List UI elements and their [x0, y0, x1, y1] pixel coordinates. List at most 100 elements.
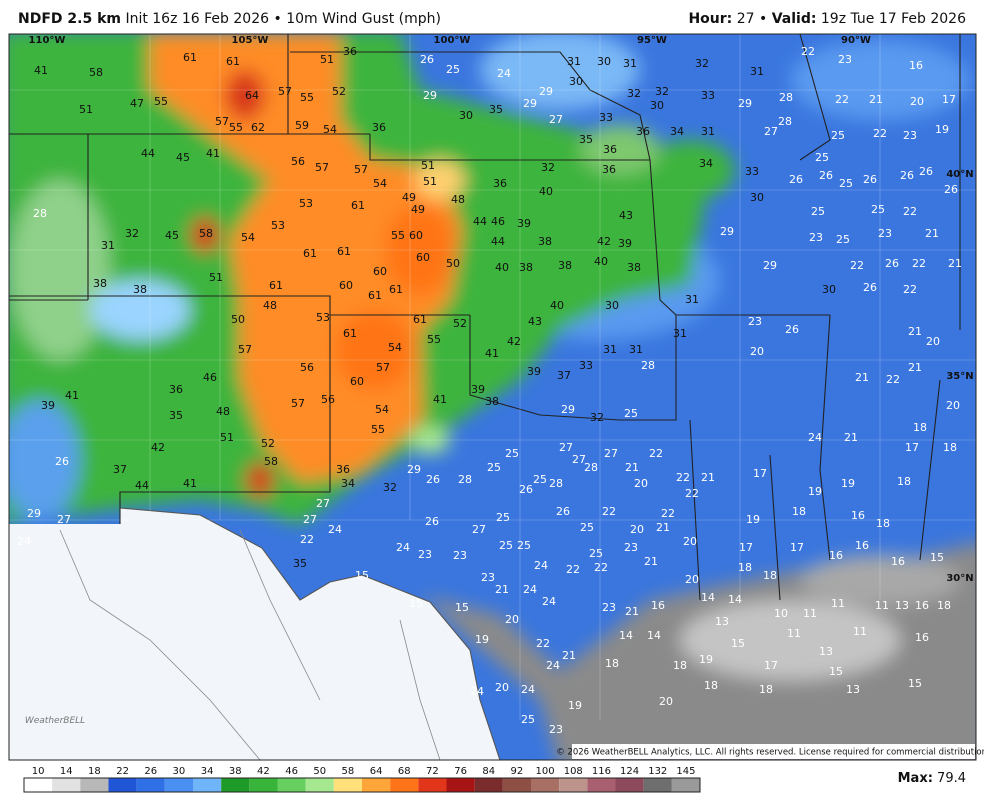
longitude-label: 95°W — [637, 35, 667, 46]
gust-value: 55 — [154, 95, 168, 108]
gust-value: 16 — [891, 555, 905, 568]
latitude-label: 40°N — [946, 169, 973, 180]
gust-value: 38 — [133, 283, 147, 296]
gust-value: 60 — [339, 279, 353, 292]
gust-value: 20 — [630, 523, 644, 536]
init: Init 16z 16 Feb 2026 — [125, 11, 270, 27]
gust-value: 56 — [291, 155, 305, 168]
colorbar-label: 100 — [536, 766, 555, 777]
gust-value: 55 — [427, 333, 441, 346]
gust-value: 24 — [523, 583, 537, 596]
gust-value: 25 — [517, 539, 531, 552]
gust-value: 33 — [579, 359, 593, 372]
gust-value: 60 — [373, 265, 387, 278]
gust-value: 57 — [278, 85, 292, 98]
hour: 27 — [736, 11, 755, 27]
colorbar: 10 14 18 22 26 30 34 38 42 46 50 58 64 68 72 76 84 92 100 1… — [23, 766, 701, 793]
gust-value: 34 — [341, 477, 355, 490]
gust-value: 32 — [383, 481, 397, 494]
gust-value: 52 — [453, 317, 467, 330]
gust-value: 38 — [538, 235, 552, 248]
gust-value: 31 — [701, 125, 715, 138]
gust-value: 29 — [720, 225, 734, 238]
colorbar-segment — [615, 778, 644, 792]
gust-value: 42 — [151, 441, 165, 454]
gust-value: 50 — [231, 313, 245, 326]
gust-value: 24 — [396, 541, 410, 554]
gust-value: 11 — [831, 597, 845, 610]
gust-value: 32 — [627, 87, 641, 100]
gust-value: 41 — [65, 389, 79, 402]
gust-value: 23 — [418, 548, 432, 561]
gust-value: 55 — [391, 229, 405, 242]
gust-value: 11 — [875, 599, 889, 612]
gust-value: 31 — [101, 239, 115, 252]
gust-value: 25 — [815, 151, 829, 164]
gust-value: 18 — [897, 475, 911, 488]
colorbar-label: 30 — [173, 766, 186, 777]
gust-value: 40 — [550, 299, 564, 312]
colorbar-frame — [23, 777, 701, 793]
gust-value: 19 — [841, 477, 855, 490]
gust-value: 26 — [785, 323, 799, 336]
gust-value: 20 — [750, 345, 764, 358]
gust-value: 25 — [836, 233, 850, 246]
longitude-label: 90°W — [841, 35, 871, 46]
copyright-box — [572, 744, 975, 759]
gust-value: 45 — [176, 151, 190, 164]
gust-value: 20 — [910, 95, 924, 108]
gust-value: 25 — [505, 447, 519, 460]
colorbar-segment — [24, 778, 53, 792]
gust-value: 54 — [388, 341, 402, 354]
gust-value: 29 — [27, 507, 41, 520]
gust-value: 30 — [750, 191, 764, 204]
gust-value: 22 — [566, 563, 580, 576]
gust-value: 26 — [420, 53, 434, 66]
gust-value: 31 — [567, 55, 581, 68]
gust-value: 22 — [300, 533, 314, 546]
gust-value: 21 — [644, 555, 658, 568]
colorbar-label: 10 — [32, 766, 45, 777]
gust-value: 32 — [541, 161, 555, 174]
gust-value: 41 — [34, 64, 48, 77]
gust-value: 49 — [402, 191, 416, 204]
colorbar-label: 64 — [370, 766, 383, 777]
gust-value: 49 — [411, 203, 425, 216]
gust-value: 28 — [549, 477, 563, 490]
gust-value: 21 — [625, 461, 639, 474]
gust-value: 26 — [819, 169, 833, 182]
gust-value: 21 — [625, 605, 639, 618]
colorbar-label: 42 — [257, 766, 270, 777]
title: NDFD 2.5 km — [18, 11, 121, 27]
gust-value: 25 — [533, 473, 547, 486]
gust-value: 25 — [589, 547, 603, 560]
gust-value: 26 — [556, 505, 570, 518]
hour-label: Hour: — [688, 11, 733, 27]
gust-value: 30 — [597, 55, 611, 68]
gust-value: 61 — [343, 327, 357, 340]
gust-value: 22 — [649, 447, 663, 460]
gust-value: 26 — [425, 515, 439, 528]
gust-value: 32 — [125, 227, 139, 240]
gust-value: 61 — [183, 51, 197, 64]
longitude-label: 110°W — [29, 35, 66, 46]
gust-value: 23 — [838, 53, 852, 66]
gust-value: 18 — [943, 441, 957, 454]
map-frame — [8, 33, 977, 761]
colorbar-label: 68 — [398, 766, 411, 777]
gust-value: 23 — [481, 571, 495, 584]
gust-value: 43 — [619, 209, 633, 222]
gust-value: 28 — [779, 91, 793, 104]
gust-value: 14 — [728, 593, 742, 606]
gust-value: 44 — [491, 235, 505, 248]
gust-value: 11 — [803, 607, 817, 620]
colorbar-label: 18 — [88, 766, 101, 777]
gust-value: 48 — [451, 193, 465, 206]
colorbar-label: 108 — [564, 766, 583, 777]
gust-value: 15 — [731, 637, 745, 650]
gust-value: 24 — [542, 595, 556, 608]
colorbar-label: 76 — [454, 766, 467, 777]
gust-value: 32 — [695, 57, 709, 70]
gust-value: 22 — [594, 561, 608, 574]
